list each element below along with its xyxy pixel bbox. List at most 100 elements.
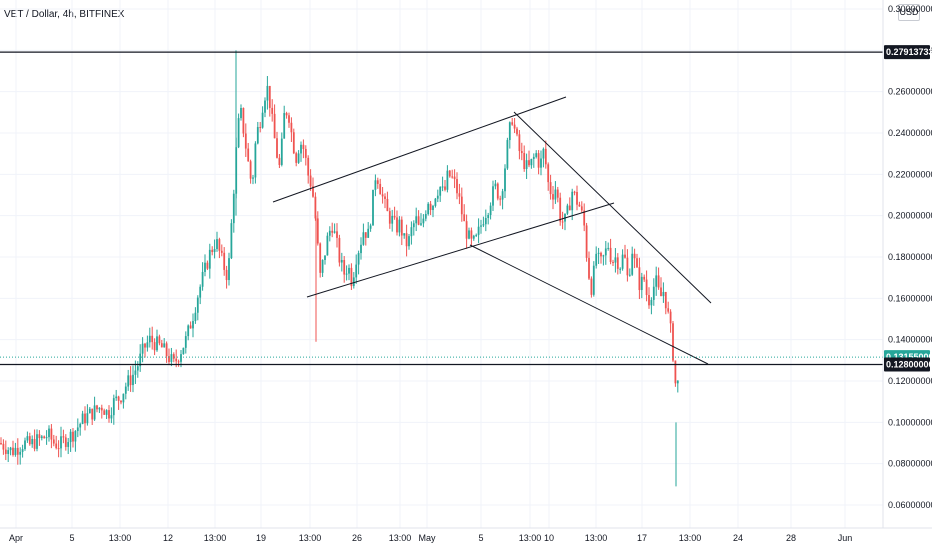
candle-body xyxy=(36,434,38,449)
candle-body xyxy=(472,235,475,239)
candle-body xyxy=(26,436,29,441)
candle-body xyxy=(132,374,134,386)
candle-body xyxy=(657,275,660,288)
candle-body xyxy=(285,113,288,116)
candle-body xyxy=(446,170,449,190)
candle-body xyxy=(463,214,466,222)
candle-body xyxy=(261,112,264,128)
candle-body xyxy=(343,260,346,275)
candle-body xyxy=(436,195,439,199)
candle-body xyxy=(156,336,158,351)
candle-body xyxy=(55,443,58,449)
candle-body xyxy=(400,219,403,236)
time-axis[interactable]: Apr 5 13:00 12 13:00 19 13:00 26 13:00 May 5 13:00 1… xyxy=(9,533,852,543)
candle-body xyxy=(648,295,650,306)
price-tag-bg xyxy=(884,45,930,60)
candle-body xyxy=(350,267,353,287)
candle-body xyxy=(165,343,168,357)
ascending-channel-lower xyxy=(306,202,615,298)
candle-body xyxy=(595,253,598,266)
candle-body xyxy=(523,153,526,169)
candle-body xyxy=(88,408,91,414)
candle-body xyxy=(542,148,545,159)
candle-body xyxy=(187,325,190,337)
candle-body xyxy=(319,243,322,273)
y-tick-label: 0.20000000 xyxy=(888,211,932,221)
candle-body xyxy=(357,253,360,265)
candle-body xyxy=(112,398,115,416)
candle-body xyxy=(228,258,230,281)
candle-body xyxy=(247,148,250,162)
candle-body xyxy=(549,182,552,195)
candle-body xyxy=(516,128,518,135)
y-tick-label: 0.26000000 xyxy=(888,87,932,97)
candle-body xyxy=(19,451,22,455)
candle-body xyxy=(300,144,302,154)
candle-body xyxy=(0,443,2,444)
candle-body xyxy=(513,124,516,129)
x-tick-label: 13:00 xyxy=(679,533,702,543)
candle-body xyxy=(84,413,86,424)
x-tick-label: Apr xyxy=(9,533,23,543)
candle-body xyxy=(487,214,490,219)
candle-body xyxy=(64,437,67,447)
x-tick-label: 13:00 xyxy=(109,533,132,543)
candle-body xyxy=(204,262,206,272)
candle-body xyxy=(328,230,331,236)
candle-body xyxy=(21,449,24,452)
candle-body xyxy=(144,343,146,348)
candle-body xyxy=(31,439,34,445)
candle-body xyxy=(72,431,74,442)
candle-body xyxy=(12,447,14,455)
y-tick-label: 0.14000000 xyxy=(888,335,932,345)
candle-body xyxy=(280,138,283,165)
candle-body xyxy=(177,361,180,363)
candle-body xyxy=(273,113,276,139)
candle-body xyxy=(636,258,638,268)
candle-body xyxy=(568,205,571,211)
candle-body xyxy=(316,218,319,244)
candle-body xyxy=(223,252,226,270)
descending-resistance-line xyxy=(513,111,712,304)
currency-button[interactable]: USD xyxy=(898,4,920,21)
candle-body xyxy=(290,122,293,133)
candle-body xyxy=(220,250,223,253)
candle-body xyxy=(288,115,290,123)
candle-body xyxy=(427,203,430,215)
candle-body xyxy=(16,447,19,455)
candle-body xyxy=(372,189,374,226)
price-tag-label: 0.13155000 xyxy=(886,352,932,362)
candle-body xyxy=(379,183,382,195)
candle-body xyxy=(424,214,427,219)
candle-body xyxy=(172,354,175,359)
candle-body xyxy=(484,218,487,225)
candle-body xyxy=(612,261,614,263)
candle-body xyxy=(571,191,574,211)
x-tick-label: 13:00 xyxy=(204,533,227,543)
candle-body xyxy=(489,205,492,215)
candle-body xyxy=(196,297,199,313)
candle-body xyxy=(340,260,343,263)
y-tick-label: 0.22000000 xyxy=(888,169,932,179)
candle-body xyxy=(592,265,595,295)
candle-body xyxy=(120,400,122,403)
price-axis[interactable]: 0.06000000 0.08000000 0.10000000 0.12000000… xyxy=(888,4,932,510)
candle-body xyxy=(616,257,619,269)
candle-body xyxy=(307,157,310,176)
candle-body xyxy=(252,177,254,179)
candle-body xyxy=(127,375,130,387)
candle-body xyxy=(175,358,178,362)
candle-body xyxy=(660,287,662,297)
candle-body xyxy=(528,160,530,166)
candle-body xyxy=(588,257,590,279)
candle-body xyxy=(254,143,257,178)
candle-body xyxy=(2,443,5,450)
x-tick-label: May xyxy=(418,533,436,543)
candle-body xyxy=(244,133,247,149)
candle-body xyxy=(456,179,458,194)
x-tick-label: 17 xyxy=(637,533,647,543)
candle-body xyxy=(38,434,41,439)
candle-body xyxy=(199,286,202,298)
candle-body xyxy=(619,268,622,270)
